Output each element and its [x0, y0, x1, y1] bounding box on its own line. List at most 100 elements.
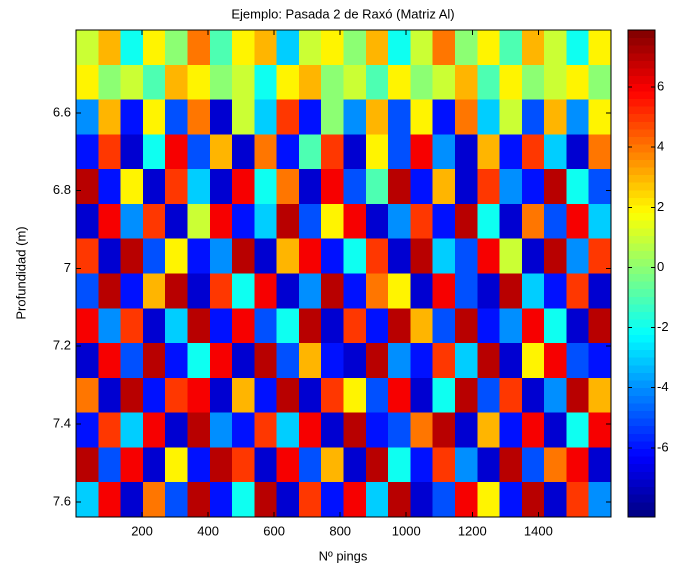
y-tick-label: 7.4 — [53, 415, 71, 430]
heatmap-cell — [187, 343, 211, 379]
y-axis-label: Profundidad (m) — [13, 226, 28, 319]
heatmap-cell — [410, 169, 434, 205]
x-axis-label: Nº pings — [319, 548, 368, 563]
heatmap-cell — [544, 377, 567, 414]
y-tick-label: 7.2 — [53, 338, 71, 353]
heatmap-cell — [410, 203, 434, 240]
colorbar-step — [628, 273, 655, 282]
heatmap-cell — [343, 482, 367, 518]
heatmap-cell — [544, 238, 567, 274]
heatmap-cell — [521, 412, 545, 448]
colorbar-step — [628, 166, 655, 176]
heatmap-cell — [588, 343, 612, 379]
colorbar-step — [628, 387, 655, 396]
heatmap-cell — [165, 203, 188, 240]
colorbar-step — [628, 151, 655, 160]
heatmap-cell — [454, 99, 478, 135]
heatmap-cell — [388, 30, 411, 66]
colorbar-step — [628, 212, 655, 221]
x-tick-label: 200 — [131, 523, 153, 538]
colorbar-step — [628, 410, 655, 419]
heatmap-cell — [477, 30, 501, 66]
heatmap-cell — [142, 412, 166, 448]
heatmap-cell — [521, 64, 545, 101]
heatmap-cell — [209, 134, 233, 170]
heatmap-cell — [298, 99, 322, 135]
heatmap-cell — [142, 99, 166, 135]
heatmap-cell — [142, 30, 166, 66]
heatmap-cell — [165, 447, 188, 483]
colorbar-step — [628, 281, 655, 290]
heatmap-cell — [276, 134, 300, 170]
heatmap-cell — [454, 343, 478, 379]
heatmap-cell — [276, 169, 300, 205]
colorbar-frame — [627, 29, 656, 518]
heatmap-cell — [566, 64, 590, 101]
colorbar-step — [628, 220, 655, 229]
heatmap-cell — [499, 30, 523, 66]
heatmap-cell — [120, 99, 144, 135]
heatmap-cell — [209, 169, 233, 205]
heatmap-cell — [566, 308, 590, 344]
heatmap-cell — [544, 412, 567, 448]
colorbar-tick-label: 2 — [657, 199, 664, 214]
heatmap-cell — [544, 203, 567, 240]
heatmap-cell — [410, 447, 434, 483]
colorbar-step — [628, 30, 655, 39]
x-tick-label: 600 — [263, 523, 285, 538]
heatmap-cell — [432, 134, 456, 170]
heatmap-cell — [454, 273, 478, 309]
heatmap-cell — [187, 134, 211, 170]
heatmap-cell — [321, 203, 344, 240]
heatmap-cell — [588, 482, 612, 518]
colorbar-step — [628, 456, 655, 465]
heatmap-cell — [232, 273, 255, 309]
heatmap-cell — [432, 447, 456, 483]
colorbar-step — [628, 60, 655, 69]
heatmap-cell — [365, 412, 389, 448]
heatmap-cell — [343, 134, 367, 170]
heatmap-cell — [343, 30, 367, 66]
heatmap-cell — [544, 273, 567, 309]
heatmap-cell — [566, 343, 590, 379]
heatmap-cell — [321, 99, 344, 135]
colorbar-step — [628, 425, 655, 434]
heatmap-cell — [477, 203, 501, 240]
colorbar-step — [628, 68, 655, 77]
heatmap-cell — [142, 273, 166, 309]
colorbar-step — [628, 235, 655, 244]
heatmap-cell — [120, 273, 144, 309]
heatmap-cell — [544, 64, 567, 101]
heatmap-cell — [477, 99, 501, 135]
heatmap-cell — [120, 238, 144, 274]
heatmap-cell — [276, 30, 300, 66]
heatmap-cell — [477, 447, 501, 483]
heatmap-cell — [232, 447, 255, 483]
heatmap-cell — [187, 238, 211, 274]
heatmap-cell — [209, 377, 233, 414]
heatmap-cell — [298, 30, 322, 66]
heatmap-cell — [566, 30, 590, 66]
heatmap-cell — [187, 273, 211, 309]
heatmap-cell — [276, 412, 300, 448]
heatmap-cell — [588, 447, 612, 483]
heatmap-cell — [298, 412, 322, 448]
heatmap-cell — [232, 64, 255, 101]
colorbar-step — [628, 113, 655, 122]
heatmap-cell — [254, 273, 278, 309]
heatmap-cell — [298, 308, 322, 344]
heatmap-cell — [254, 447, 278, 483]
colorbar-step — [628, 182, 655, 191]
heatmap-cell — [232, 412, 255, 448]
heatmap-cell — [365, 343, 389, 379]
heatmap-cell — [321, 377, 344, 414]
heatmap-cell — [142, 343, 166, 379]
colorbar-step — [628, 128, 655, 138]
heatmap-cell — [276, 447, 300, 483]
heatmap-cell — [209, 30, 233, 66]
heatmap-cell — [388, 64, 411, 101]
heatmap-cell — [588, 134, 612, 170]
heatmap-cell — [321, 447, 344, 483]
colorbar-step — [628, 45, 655, 54]
